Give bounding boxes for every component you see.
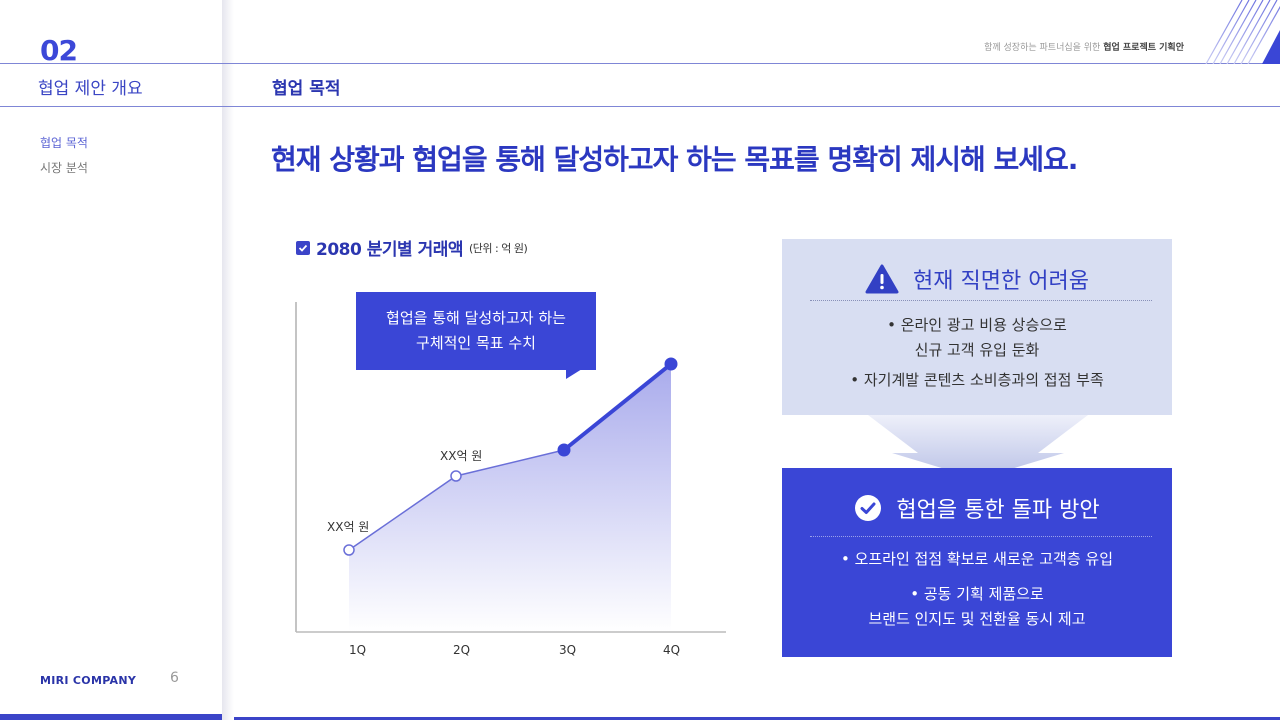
problem-title-text: 현재 직면한 어려움 xyxy=(913,269,1089,294)
problem-bullet-1-line1: • 온라인 광고 비용 상승으로 xyxy=(887,316,1067,334)
problem-panel-title: 현재 직면한 어려움 xyxy=(782,263,1172,295)
sidebar: 02 협업 제안 개요 협업 목적 시장 분석 MIRI COMPANY 6 xyxy=(0,0,222,720)
subtitle-plain: 함께 성장하는 파트너십을 위한 xyxy=(984,43,1104,53)
data-label-1q: XX억 원 xyxy=(327,520,370,534)
main-title: 현재 상황과 협업을 통해 달성하고자 하는 목표를 명확히 제시해 보세요. xyxy=(271,143,1078,176)
chart-unit: (단위 : 억 원) xyxy=(469,241,528,255)
header-divider xyxy=(0,63,1280,64)
subtitle-bold: 협업 프로젝트 기획안 xyxy=(1103,43,1184,53)
problem-panel: 현재 직면한 어려움 • 온라인 광고 비용 상승으로 신규 고객 유입 둔화 … xyxy=(782,239,1172,415)
sidebar-bottom-bar xyxy=(0,714,222,720)
brand-logo: MIRI COMPANY xyxy=(40,674,137,687)
solution-panel: 협업을 통한 돌파 방안 • 오프라인 접점 확보로 새로운 고객층 유입 • … xyxy=(782,468,1172,657)
page-number: 6 xyxy=(170,670,179,686)
solution-panel-title: 협업을 통한 돌파 방안 xyxy=(782,492,1172,524)
x-tick-1q: 1Q xyxy=(349,643,367,657)
page-heading: 협업 목적 xyxy=(272,79,341,99)
subheader-divider xyxy=(0,106,1280,107)
solution-bullet-1: • 오프라인 접점 확보로 새로운 고객층 유입 xyxy=(840,550,1114,568)
problem-bullet-1-line2: 신규 고객 유입 둔화 xyxy=(914,341,1040,359)
sidebar-item-purpose[interactable]: 협업 목적 xyxy=(40,136,88,150)
warning-icon xyxy=(865,264,899,294)
sidebar-shadow xyxy=(222,0,234,720)
problem-divider xyxy=(810,300,1152,301)
solution-divider xyxy=(810,536,1152,537)
callout-tail xyxy=(566,369,582,379)
section-number: 02 xyxy=(40,34,77,62)
solution-bullet-2: • 공동 기획 제품으로 브랜드 인지도 및 전환율 동시 제고 xyxy=(782,582,1172,632)
data-label-2q: XX억 원 xyxy=(440,449,483,463)
callout-line-2: 구체적인 목표 수치 xyxy=(416,334,536,352)
check-circle-icon xyxy=(855,495,882,521)
decorative-stripes xyxy=(1190,0,1280,64)
x-tick-3q: 3Q xyxy=(559,643,577,657)
down-arrow-icon xyxy=(868,415,1088,479)
chart-title-text: 2080 분기별 거래액 xyxy=(316,240,464,260)
goal-callout: 협업을 통해 달성하고자 하는 구체적인 목표 수치 xyxy=(356,292,596,370)
sidebar-item-market-analysis[interactable]: 시장 분석 xyxy=(40,161,88,175)
footer-bar xyxy=(234,717,1280,720)
solution-bullet-2-line1: • 공동 기획 제품으로 xyxy=(910,585,1044,603)
problem-bullet-2: • 자기계발 콘텐츠 소비층과의 접점 부족 xyxy=(850,371,1104,389)
checkbox-icon xyxy=(296,240,310,255)
solution-bullet-2-line2: 브랜드 인지도 및 전환율 동시 제고 xyxy=(868,610,1086,628)
chart-title: 2080 분기별 거래액 (단위 : 억 원) xyxy=(296,235,528,260)
solution-title-text: 협업을 통한 돌파 방안 xyxy=(896,498,1100,523)
x-tick-2q: 2Q xyxy=(453,643,471,657)
document-subtitle: 함께 성장하는 파트너십을 위한 협업 프로젝트 기획안 xyxy=(984,40,1184,53)
problem-bullet-1: • 온라인 광고 비용 상승으로 신규 고객 유입 둔화 xyxy=(782,313,1172,363)
x-tick-4q: 4Q xyxy=(663,643,681,657)
callout-line-1: 협업을 통해 달성하고자 하는 xyxy=(386,309,566,327)
section-title: 협업 제안 개요 xyxy=(38,79,143,99)
